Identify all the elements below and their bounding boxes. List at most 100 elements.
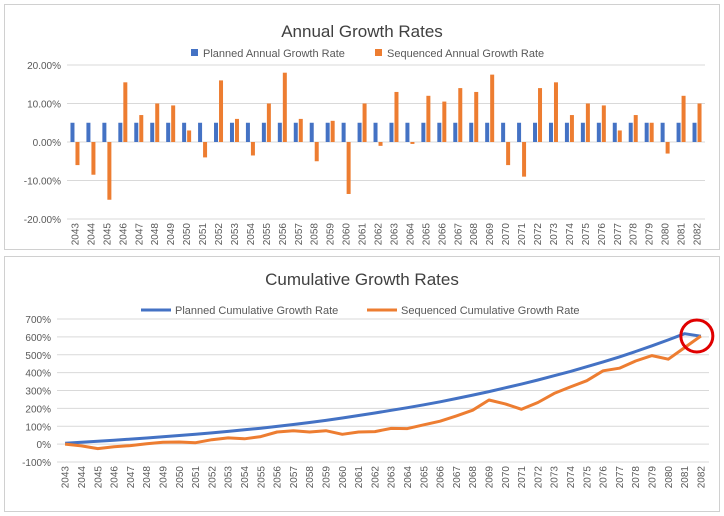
bar-planned — [564, 122, 569, 142]
x-tick-label: 2054 — [240, 466, 251, 489]
x-tick-label: 2043 — [70, 223, 81, 246]
bar-sequenced — [697, 103, 702, 142]
x-tick-label: 2045 — [102, 223, 113, 246]
x-tick-label: 2068 — [468, 466, 479, 489]
chart-title: Annual Growth Rates — [281, 22, 443, 41]
x-tick-label: 2071 — [517, 466, 528, 489]
bar-planned — [676, 122, 681, 142]
y-tick-label: 100% — [25, 422, 51, 433]
y-tick-label: -20.00% — [24, 215, 61, 226]
legend: Planned Cumulative Growth Rate Sequenced… — [141, 305, 580, 317]
cumulative-growth-chart: Cumulative Growth Rates Planned Cumulati… — [22, 270, 715, 489]
x-tick-label: 2049 — [166, 223, 177, 246]
bar-planned — [277, 122, 282, 142]
y-tick-label: 10.00% — [27, 100, 61, 111]
bar-sequenced — [601, 105, 606, 142]
x-tick-label: 2070 — [501, 466, 512, 489]
bar-planned — [309, 122, 314, 142]
x-tick-label: 2057 — [294, 223, 305, 246]
bar-sequenced — [171, 105, 176, 142]
y-tick-label: 20.00% — [27, 61, 61, 72]
x-tick-label: 2079 — [647, 466, 658, 489]
bar-sequenced — [314, 142, 319, 162]
x-tick-label: 2059 — [326, 223, 337, 246]
bar-sequenced — [458, 88, 463, 142]
bar-planned — [245, 122, 250, 142]
y-tick-label: 400% — [25, 369, 51, 380]
y-tick-label: 500% — [25, 351, 51, 362]
legend-label-sequenced: Sequenced Annual Growth Rate — [387, 48, 544, 60]
x-tick-label: 2044 — [77, 466, 88, 489]
bar-planned — [118, 122, 123, 142]
x-tick-label: 2051 — [191, 466, 202, 489]
bar-planned — [166, 122, 171, 142]
x-tick-label: 2054 — [246, 223, 257, 246]
legend: Planned Annual Growth Rate Sequenced Ann… — [191, 48, 544, 60]
y-tick-label: 0% — [37, 440, 52, 451]
bar-sequenced — [394, 91, 399, 142]
bar-planned — [437, 122, 442, 142]
x-tick-label: 2066 — [437, 223, 448, 246]
bar-sequenced — [203, 142, 208, 158]
bar-planned — [229, 122, 234, 142]
legend-label-planned: Planned Annual Growth Rate — [203, 48, 345, 60]
bar-sequenced — [139, 115, 144, 142]
x-tick-label: 2076 — [599, 466, 610, 489]
x-tick-label: 2058 — [305, 466, 316, 489]
bar-sequenced — [426, 95, 431, 142]
x-tick-label: 2082 — [693, 223, 704, 246]
x-tick-label: 2046 — [110, 466, 121, 489]
x-tick-label: 2067 — [453, 223, 464, 246]
y-tick-label: 200% — [25, 404, 51, 415]
bar-sequenced — [123, 82, 128, 142]
chart-title: Cumulative Growth Rates — [265, 270, 459, 289]
x-tick-label: 2044 — [86, 223, 97, 246]
series-line-planned — [65, 332, 702, 445]
legend-swatch-sequenced — [375, 49, 382, 56]
bar-sequenced — [538, 88, 543, 142]
bar-planned — [548, 122, 553, 142]
bar-planned — [453, 122, 458, 142]
bar-sequenced — [474, 91, 479, 142]
bar-planned — [70, 122, 75, 142]
x-tick-label: 2075 — [581, 223, 592, 246]
x-tick-label: 2067 — [452, 466, 463, 489]
bar-planned — [198, 122, 203, 142]
bar-sequenced — [522, 142, 527, 177]
x-tick-label: 2060 — [342, 223, 353, 246]
x-tick-label: 2064 — [405, 223, 416, 246]
bar-planned — [405, 122, 410, 142]
x-tick-label: 2048 — [142, 466, 153, 489]
bar-sequenced — [346, 142, 351, 194]
bar-planned — [517, 122, 522, 142]
x-tick-label: 2057 — [289, 466, 300, 489]
y-tick-label: -10.00% — [24, 177, 61, 188]
bar-sequenced — [298, 118, 303, 142]
x-tick-label: 2078 — [629, 223, 640, 246]
bar-sequenced — [506, 142, 511, 166]
x-tick-label: 2053 — [224, 466, 235, 489]
bar-sequenced — [75, 142, 80, 166]
bar-sequenced — [282, 72, 287, 142]
x-tick-label: 2080 — [664, 466, 675, 489]
bar-sequenced — [681, 95, 686, 142]
x-tick-label: 2055 — [262, 223, 273, 246]
x-tick-label: 2063 — [389, 223, 400, 246]
bar-sequenced — [490, 74, 495, 142]
x-tick-label: 2065 — [421, 223, 432, 246]
bar-planned — [644, 122, 649, 142]
x-tick-label: 2063 — [387, 466, 398, 489]
bar-planned — [485, 122, 490, 142]
y-tick-label: 600% — [25, 333, 51, 344]
bar-planned — [469, 122, 474, 142]
bar-sequenced — [155, 103, 160, 142]
bar-sequenced — [633, 115, 638, 142]
x-tick-label: 2078 — [631, 466, 642, 489]
bar-planned — [325, 122, 330, 142]
bar-planned — [261, 122, 266, 142]
bar-planned — [293, 122, 298, 142]
x-tick-label: 2075 — [582, 466, 593, 489]
bar-planned — [182, 122, 187, 142]
x-tick-label: 2064 — [403, 466, 414, 489]
x-tick-label: 2074 — [566, 466, 577, 489]
